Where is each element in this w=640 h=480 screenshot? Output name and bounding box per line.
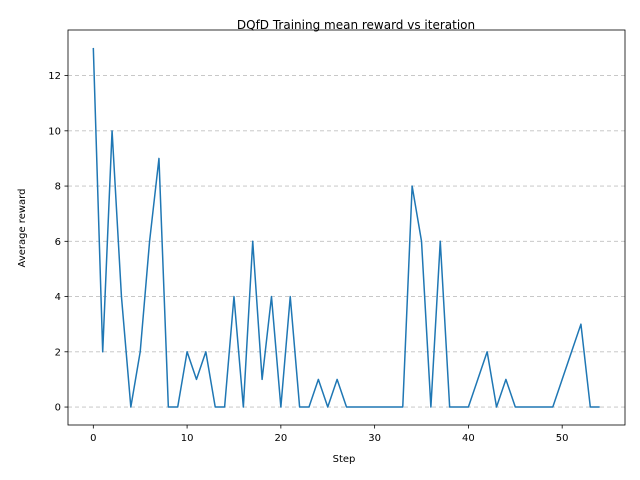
chart-title: DQfD Training mean reward vs iteration	[237, 18, 475, 32]
data-point	[252, 240, 254, 242]
x-tick-label: 40	[462, 433, 475, 444]
x-tick-label: 50	[556, 433, 569, 444]
data-point	[392, 406, 394, 408]
data-point	[336, 379, 338, 381]
data-point	[402, 406, 404, 408]
y-tick-label: 12	[48, 71, 61, 82]
data-point	[242, 406, 244, 408]
data-point	[224, 406, 226, 408]
data-point	[92, 47, 94, 49]
data-point	[327, 406, 329, 408]
x-tick-label: 20	[274, 433, 287, 444]
data-point	[196, 379, 198, 381]
data-point	[533, 406, 535, 408]
plot-frame	[67, 29, 626, 426]
x-axis-label: Step	[333, 454, 356, 465]
data-point	[317, 379, 319, 381]
data-point	[524, 406, 526, 408]
data-point	[102, 351, 104, 353]
data-point	[308, 406, 310, 408]
y-tick-label: 2	[55, 347, 61, 358]
data-point	[355, 406, 357, 408]
y-tick-label: 8	[55, 182, 61, 193]
data-point	[167, 406, 169, 408]
data-point	[477, 379, 479, 381]
data-point	[449, 406, 451, 408]
data-point	[496, 406, 498, 408]
data-point	[552, 406, 554, 408]
data-point	[411, 185, 413, 187]
y-tick-label: 0	[55, 403, 61, 414]
data-point	[299, 406, 301, 408]
data-point	[589, 406, 591, 408]
data-point	[599, 406, 601, 408]
data-point	[158, 158, 160, 160]
y-axis-label: Average reward	[17, 189, 28, 268]
data-point	[177, 406, 179, 408]
x-tick-label: 0	[90, 433, 96, 444]
data-point	[364, 406, 366, 408]
data-point	[439, 240, 441, 242]
data-point	[580, 323, 582, 325]
data-point	[374, 406, 376, 408]
data-point	[346, 406, 348, 408]
data-point	[468, 406, 470, 408]
data-point	[261, 379, 263, 381]
data-point	[139, 351, 141, 353]
y-tick-label: 4	[55, 292, 61, 303]
data-point	[505, 379, 507, 381]
series-line	[92, 47, 600, 408]
y-tick-label: 10	[48, 126, 61, 137]
data-point	[430, 406, 432, 408]
data-point	[561, 379, 563, 381]
data-point	[383, 406, 385, 408]
data-point	[205, 351, 207, 353]
data-point	[543, 406, 545, 408]
data-point	[111, 130, 113, 132]
data-point	[149, 240, 151, 242]
data-point	[186, 351, 188, 353]
data-point	[233, 296, 235, 298]
data-point	[514, 406, 516, 408]
x-tick-label: 30	[368, 433, 381, 444]
data-point	[486, 351, 488, 353]
data-point	[271, 296, 273, 298]
data-point	[280, 406, 282, 408]
data-point	[130, 406, 132, 408]
y-axis: 0 2 4 6 8 10 12	[48, 71, 68, 414]
data-point	[214, 406, 216, 408]
y-tick-label: 6	[55, 237, 61, 248]
x-tick-label: 10	[181, 433, 194, 444]
data-point	[421, 240, 423, 242]
series-layer	[92, 47, 600, 408]
x-axis: 0 10 20 30 40 50	[90, 425, 569, 444]
data-point	[458, 406, 460, 408]
data-point	[289, 296, 291, 298]
data-point	[571, 351, 573, 353]
data-point	[121, 296, 123, 298]
